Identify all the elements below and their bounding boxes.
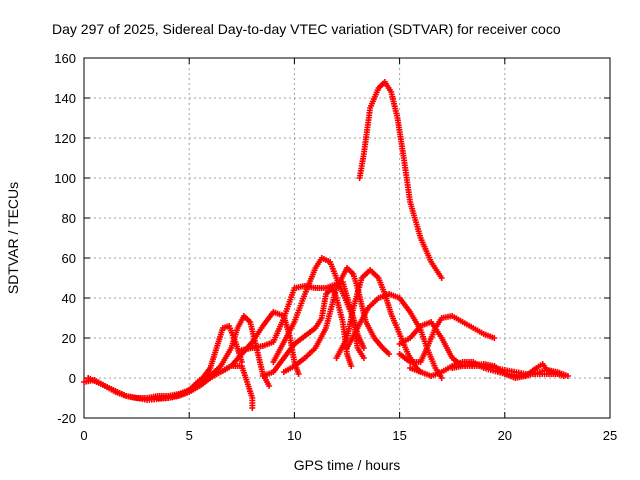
data-point	[438, 275, 445, 281]
grid-lines	[84, 58, 610, 418]
y-axis-label: SDTVAR / TECUs	[5, 182, 21, 294]
y-tick-label: 160	[54, 51, 76, 66]
plot-frame	[83, 57, 611, 419]
axis-ticks: 0 5 10 15 20 25 -20 0 20 40 60 80 100 120 140 160	[54, 51, 617, 443]
x-tick-label: 15	[392, 428, 406, 443]
data-point	[249, 405, 256, 411]
series-arc-2	[85, 313, 273, 403]
y-tick-label: 40	[62, 291, 76, 306]
y-tick-label: 80	[62, 211, 76, 226]
y-tick-label: 20	[62, 331, 76, 346]
y-tick-label: 120	[54, 131, 76, 146]
x-tick-label: 0	[80, 428, 87, 443]
data-point	[360, 355, 367, 361]
y-tick-label: 100	[54, 171, 76, 186]
series-arc-11	[356, 79, 445, 281]
data-point	[348, 363, 355, 369]
x-axis-label: GPS time / hours	[294, 457, 401, 473]
y-tick-label: -20	[57, 411, 76, 426]
series-arc-9	[333, 267, 424, 375]
series-arc-12	[396, 313, 498, 365]
y-tick-label: 0	[69, 371, 76, 386]
x-tick-label: 25	[603, 428, 617, 443]
data-point	[295, 371, 302, 377]
data-point	[266, 383, 273, 389]
x-tick-label: 10	[287, 428, 301, 443]
y-tick-label: 140	[54, 91, 76, 106]
series-arc-8	[280, 265, 393, 375]
data-point	[560, 373, 567, 379]
data-point	[360, 345, 367, 351]
data-series	[81, 79, 571, 411]
x-tick-label: 20	[498, 428, 512, 443]
series-arc-15	[449, 361, 567, 381]
data-point	[386, 351, 393, 357]
series-arc-3	[154, 363, 256, 411]
data-point	[491, 335, 498, 341]
x-tick-label: 5	[186, 428, 193, 443]
chart-title: Day 297 of 2025, Sidereal Day-to-day VTE…	[52, 21, 561, 37]
y-tick-label: 60	[62, 251, 76, 266]
data-point	[438, 375, 445, 381]
